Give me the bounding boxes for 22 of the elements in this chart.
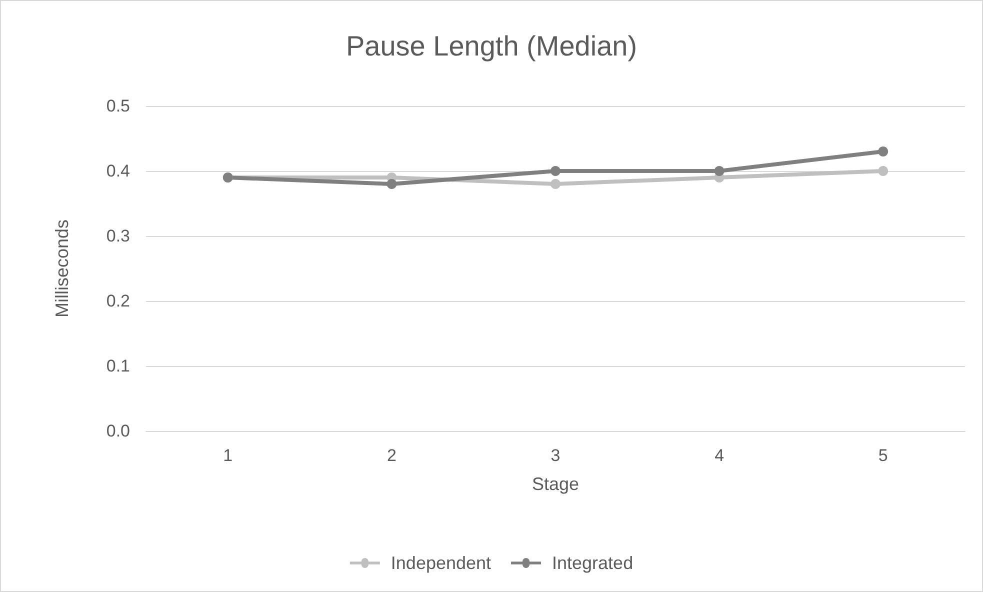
y-tick-label: 0.3 — [106, 226, 130, 246]
x-tick-label: 1 — [223, 446, 233, 465]
point — [714, 166, 724, 176]
x-tick-label: 5 — [878, 446, 888, 465]
y-tick-label: 0.2 — [106, 292, 130, 310]
chart-title: Pause Length (Median) — [346, 30, 638, 62]
y-tick-label: 0.5 — [106, 96, 130, 116]
point — [878, 166, 888, 176]
point — [550, 179, 560, 189]
x-tick-label: 4 — [714, 446, 724, 465]
point — [550, 166, 560, 176]
y-tick-label: 0.0 — [106, 422, 130, 440]
x-axis-title: Stage — [532, 474, 580, 494]
point — [878, 146, 888, 156]
legend-label: Independent — [390, 553, 492, 573]
legend-label: Integrated — [552, 553, 634, 573]
y-tick-label: 0.1 — [106, 356, 130, 376]
y-tick-label: 0.4 — [106, 162, 130, 180]
x-tick-label: 2 — [386, 446, 396, 465]
x-tick-label: 3 — [550, 446, 560, 465]
point — [386, 179, 397, 189]
y-axis-title: Milliseconds — [52, 219, 72, 318]
